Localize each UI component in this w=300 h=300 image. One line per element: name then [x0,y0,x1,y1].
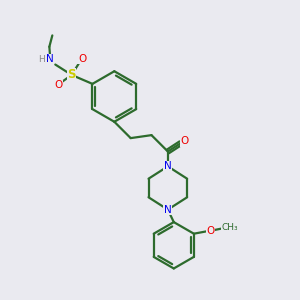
Text: N: N [164,161,172,171]
Text: CH₃: CH₃ [222,223,238,232]
Text: O: O [206,226,214,236]
Text: H: H [38,55,44,64]
Text: N: N [164,205,172,214]
Text: O: O [180,136,188,146]
Text: O: O [54,80,62,90]
Text: S: S [68,68,76,82]
Text: N: N [46,55,54,64]
Text: O: O [78,54,86,64]
